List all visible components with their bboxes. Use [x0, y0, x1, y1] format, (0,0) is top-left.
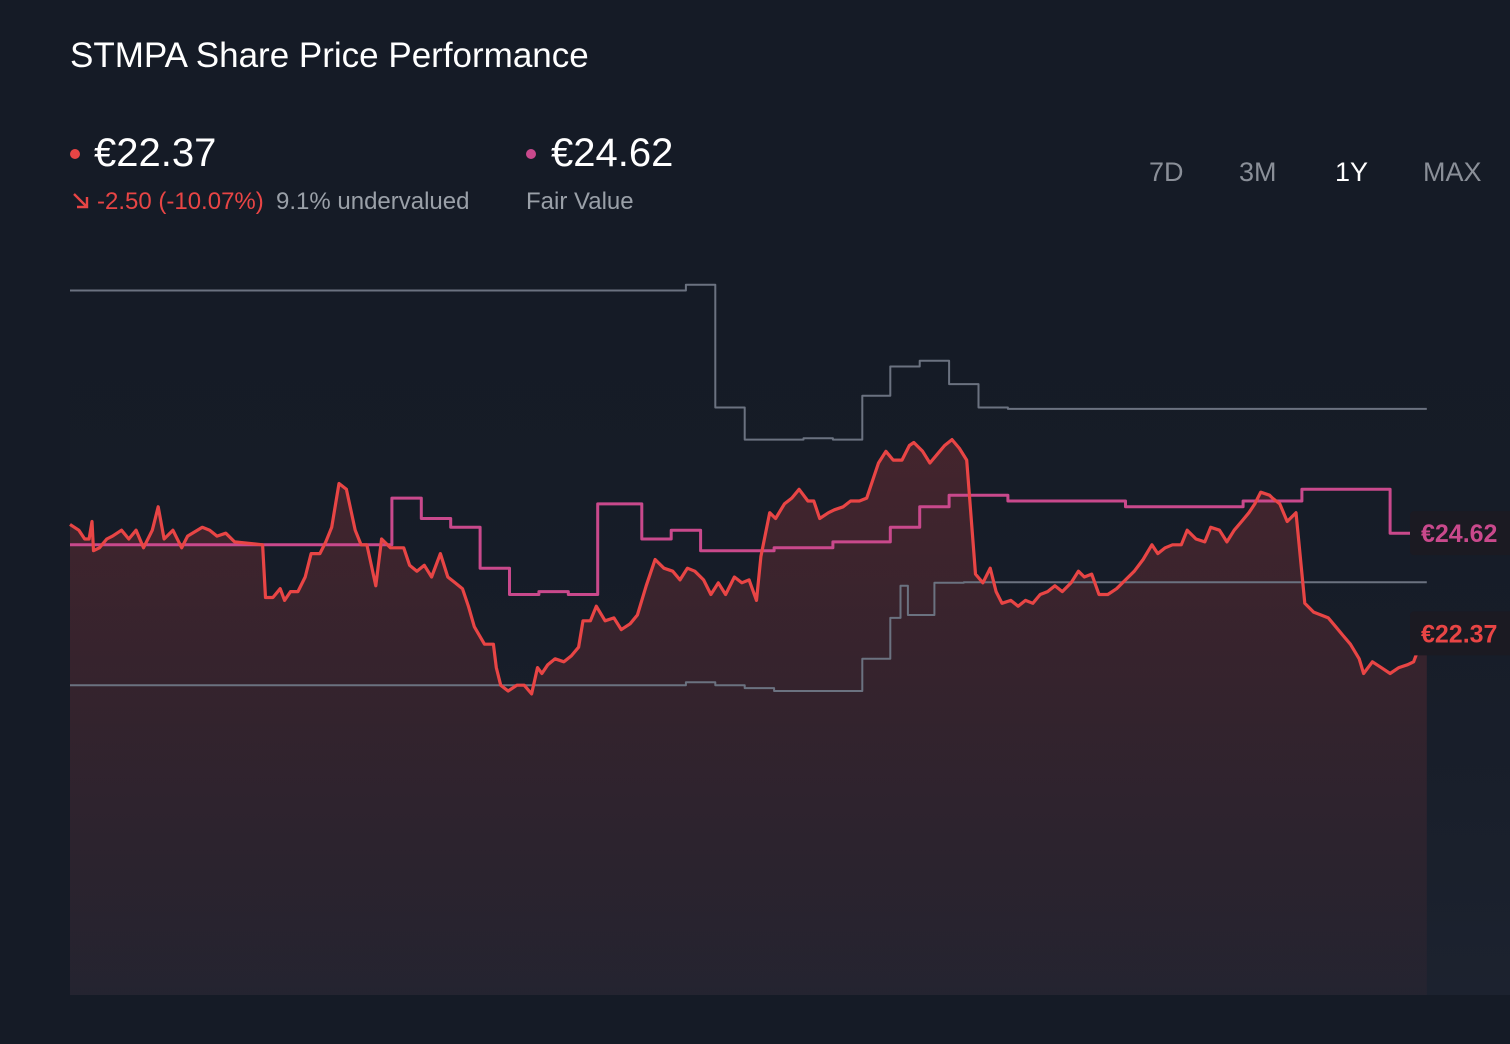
price-end-label: €22.37 — [1410, 611, 1510, 656]
fair-value-dot-icon — [526, 149, 536, 159]
fair-value-end-label: €24.62 — [1410, 511, 1510, 556]
arrow-down-right-icon — [70, 190, 92, 212]
timeframe-1y[interactable]: 1Y — [1335, 157, 1369, 187]
fair-value-label: Fair Value — [526, 188, 634, 215]
price-dot-icon — [70, 149, 80, 159]
timeframe-3m[interactable]: 3M — [1239, 157, 1277, 187]
price-value: €22.37 — [94, 131, 217, 175]
fair-value-amount: €24.62 — [551, 131, 674, 175]
timeframe-max[interactable]: MAX — [1423, 157, 1482, 187]
page-title: STMPA Share Price Performance — [70, 36, 589, 75]
valuation-status: 9.1% undervalued — [276, 188, 470, 215]
range-upper-line — [70, 283, 1427, 441]
svg-text:€24.62: €24.62 — [1421, 520, 1497, 548]
range-lower-line — [70, 581, 1427, 692]
price-area — [70, 439, 1427, 996]
price-line — [69, 438, 1429, 696]
timeframe-7d[interactable]: 7D — [1149, 157, 1184, 187]
svg-text:€22.37: €22.37 — [1421, 620, 1497, 648]
price-change: -2.50 (-10.07%) — [97, 188, 264, 215]
fair-value-line — [70, 487, 1427, 596]
